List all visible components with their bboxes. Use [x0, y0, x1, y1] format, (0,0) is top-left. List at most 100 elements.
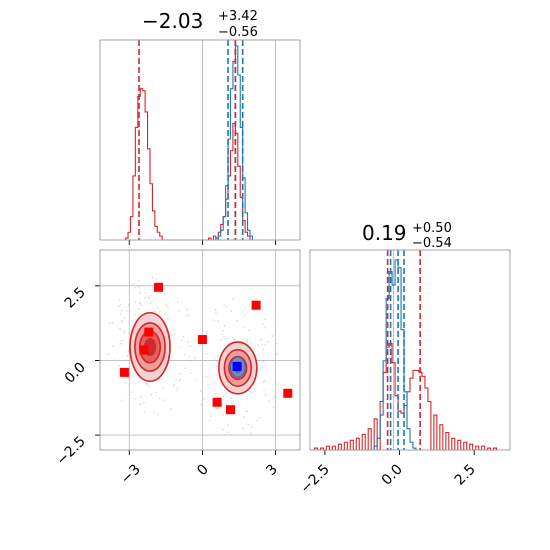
- top-left-histogram-panel: [99, 39, 301, 245]
- sample-dot: [134, 397, 136, 400]
- sample-dot: [163, 399, 166, 401]
- sample-dot: [260, 343, 263, 346]
- sample-dot: [185, 315, 188, 317]
- sample-dot: [173, 329, 175, 332]
- br-xtick-label-0-0: 0.0: [379, 462, 406, 489]
- sample-dot: [147, 385, 150, 387]
- blue-square-marker: [232, 361, 242, 371]
- sample-dot: [135, 318, 137, 321]
- sample-dot: [167, 318, 169, 320]
- sample-dot: [222, 428, 224, 431]
- sample-dot: [262, 323, 264, 325]
- sample-dot: [249, 432, 252, 434]
- sample-dot: [187, 314, 190, 316]
- sample-dot: [222, 329, 224, 332]
- sample-dot: [210, 415, 213, 418]
- bottom-right-title-main: 0.19: [362, 221, 407, 245]
- sample-dot: [203, 398, 206, 400]
- top-left-hist-blue-1: [215, 45, 253, 240]
- sample-dot: [223, 325, 226, 327]
- sample-dot: [138, 291, 141, 294]
- sample-dot: [225, 305, 228, 308]
- sample-dot: [193, 357, 196, 359]
- sample-dot: [111, 321, 114, 324]
- br-xtick-label-neg2-5: −2.5: [297, 462, 332, 497]
- sample-dot: [222, 413, 225, 416]
- sample-dot: [215, 360, 218, 363]
- bottom-right-hist-red-0: [313, 342, 498, 451]
- sample-dot: [227, 431, 230, 434]
- bl-ytick-label-0-0: 0.0: [62, 360, 89, 387]
- sample-dot: [214, 308, 217, 311]
- sample-dot: [119, 328, 122, 331]
- red-square-marker-2: [144, 327, 154, 337]
- sample-dot: [221, 333, 224, 336]
- sample-dot: [182, 336, 185, 338]
- sample-dot: [155, 391, 158, 394]
- sample-dot: [130, 391, 133, 393]
- sample-dot: [120, 320, 123, 323]
- sample-dot: [251, 426, 253, 428]
- sample-dot: [148, 297, 151, 300]
- sample-dot: [271, 335, 274, 337]
- sample-dot: [222, 395, 224, 397]
- bl-xtick-label-neg3: −3: [118, 462, 144, 488]
- sample-dot: [257, 344, 260, 347]
- sample-dot: [125, 381, 128, 384]
- sample-dot: [123, 316, 126, 319]
- sample-dot: [165, 304, 167, 306]
- sample-dot: [246, 410, 248, 412]
- sample-dot: [118, 364, 120, 367]
- sample-dot: [273, 396, 276, 398]
- sample-dot: [199, 390, 202, 392]
- sample-dot: [148, 283, 151, 286]
- bottom-left-scatter-panel: [95, 249, 301, 455]
- sample-dot: [247, 423, 250, 426]
- sample-dot: [178, 380, 180, 383]
- sample-dot: [159, 292, 161, 295]
- bottom-right-hist-blue-1: [373, 259, 417, 450]
- sample-dot: [120, 399, 123, 401]
- sample-dot: [226, 392, 228, 395]
- sample-dot: [260, 338, 263, 340]
- sample-dot: [176, 301, 179, 304]
- sample-dot: [171, 334, 173, 336]
- sample-dot: [163, 293, 166, 296]
- sample-dot: [246, 339, 249, 342]
- bl-ytick-label-neg2-5: −2.5: [53, 434, 88, 469]
- sample-dot: [262, 348, 264, 351]
- sample-dot: [262, 381, 265, 383]
- sample-dot: [175, 379, 177, 381]
- sample-dot: [166, 305, 168, 307]
- sample-dot: [176, 386, 179, 389]
- sample-dot: [186, 308, 188, 311]
- red-square-marker-7: [212, 397, 222, 407]
- sample-dot: [236, 319, 238, 322]
- br-xtick-label-2-5: 2.5: [452, 462, 479, 489]
- sample-dot: [140, 304, 143, 307]
- sample-dot: [242, 427, 244, 429]
- sample-dot: [167, 306, 169, 309]
- sample-dot: [244, 314, 246, 316]
- sample-dot: [133, 283, 135, 285]
- sample-dot: [264, 318, 266, 320]
- sample-dot: [149, 302, 152, 305]
- sample-dot: [140, 396, 142, 398]
- sample-dot: [143, 401, 145, 404]
- sample-dot: [118, 327, 121, 330]
- sample-dot: [154, 310, 157, 312]
- sample-dot: [121, 343, 123, 345]
- red-square-marker-5: [119, 367, 129, 377]
- sample-dot: [205, 375, 208, 378]
- sample-dot: [194, 379, 197, 381]
- sample-dot: [137, 279, 140, 282]
- top-left-title-main: −2.03: [142, 9, 203, 33]
- sample-dot: [123, 330, 126, 332]
- bottom-right-title-sub: −0.54: [412, 236, 452, 251]
- sample-dot: [214, 393, 217, 395]
- sample-dot: [123, 332, 126, 334]
- sample-dot: [107, 353, 110, 355]
- red-square-marker-4: [139, 345, 149, 355]
- sample-dot: [232, 298, 235, 300]
- sample-dot: [151, 277, 154, 279]
